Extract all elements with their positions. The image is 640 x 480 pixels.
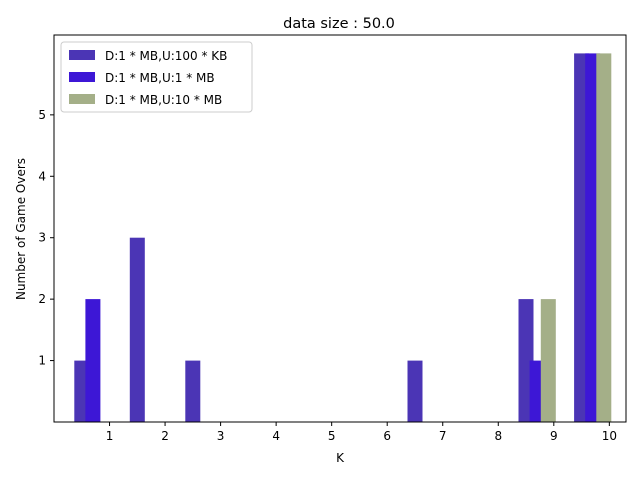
chart-title: data size : 50.0 (283, 16, 395, 32)
x-tick-label-6: 6 (383, 429, 391, 443)
bar-s1-3 (185, 360, 201, 422)
bar-s1-4 (407, 360, 423, 422)
x-tick-label-10: 10 (602, 429, 617, 443)
plot-frame (53, 34, 627, 423)
bars-layer (74, 53, 612, 423)
x-tick-label-3: 3 (217, 429, 225, 443)
x-tick-label-4: 4 (272, 429, 280, 443)
x-axis-label: K (336, 451, 345, 465)
y-tick-label-2: 2 (38, 292, 46, 306)
legend-swatch-2 (69, 72, 95, 82)
legend-swatch-1 (69, 50, 95, 60)
y-axis-label: Number of Game Overs (14, 158, 28, 300)
y-tick-label-3: 3 (38, 231, 46, 245)
x-axis-ticks: 1 2 3 4 5 6 7 8 9 10 (106, 422, 617, 443)
y-tick-label-5: 5 (38, 108, 46, 122)
x-tick-label-7: 7 (439, 429, 447, 443)
legend-swatch-3 (69, 94, 95, 104)
legend-box (60, 41, 253, 113)
x-tick-label-9: 9 (550, 429, 558, 443)
bar-s3-2 (596, 53, 612, 423)
x-tick-label-5: 5 (328, 429, 336, 443)
bar-s3-1 (540, 299, 556, 422)
legend-label-1: D:1 * MB,U:100 * KB (105, 49, 227, 63)
y-axis-ticks: 1 2 3 4 5 (38, 108, 54, 368)
bar-s1-2 (129, 237, 145, 422)
x-tick-label-8: 8 (494, 429, 502, 443)
legend: D:1 * MB,U:100 * KB D:1 * MB,U:1 * MB D:1 … (60, 41, 253, 113)
x-tick-label-1: 1 (106, 429, 114, 443)
legend-label-2: D:1 * MB,U:1 * MB (105, 71, 215, 85)
y-tick-label-1: 1 (38, 354, 46, 368)
legend-label-3: D:1 * MB,U:10 * MB (105, 93, 222, 107)
x-tick-label-2: 2 (161, 429, 169, 443)
y-tick-label-4: 4 (38, 169, 46, 183)
bar-s2-1 (85, 299, 101, 422)
